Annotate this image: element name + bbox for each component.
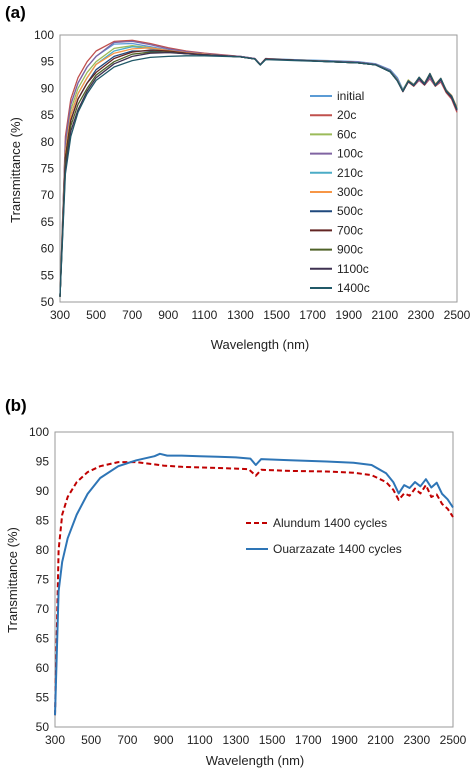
x-tick-label: 2500: [444, 308, 471, 322]
y-tick-label: 60: [36, 661, 50, 675]
y-tick-label: 80: [36, 543, 50, 557]
panel-label: (a): [5, 3, 26, 22]
legend-label: 210c: [337, 166, 363, 180]
y-tick-label: 80: [41, 135, 55, 149]
x-tick-label: 1100: [187, 733, 213, 747]
x-tick-label: 700: [122, 308, 142, 322]
y-tick-label: 50: [36, 720, 50, 734]
x-tick-label: 1500: [259, 733, 286, 747]
y-tick-label: 90: [41, 81, 55, 95]
x-tick-label: 2300: [403, 733, 430, 747]
panel-label: (b): [5, 396, 27, 415]
x-tick-label: 500: [86, 308, 106, 322]
series-line-alundum-1400-cycles: [54, 461, 454, 716]
x-tick-label: 1700: [295, 733, 322, 747]
series-line-ouarzazate-1400-cycles: [54, 452, 454, 716]
legend-label: 900c: [337, 243, 363, 257]
x-tick-label: 900: [154, 733, 174, 747]
y-axis-title: Transmittance (%): [5, 527, 20, 633]
series-line-210c: [59, 46, 458, 297]
legend-label: 1100c: [337, 262, 369, 276]
legend-label: 1400c: [337, 281, 370, 295]
plot-frame: [54, 431, 454, 728]
y-axis-title: Transmittance (%): [8, 117, 23, 223]
y-tick-label: 55: [36, 691, 50, 705]
series-line-500c: [59, 50, 458, 297]
legend-label: 500c: [337, 204, 363, 218]
y-tick-label: 85: [36, 514, 50, 528]
legend: initial 20c 60c 100c 210c 300c 500c 700c 900c 110…: [310, 89, 370, 295]
x-tick-label: 2100: [367, 733, 394, 747]
y-tick-label: 75: [36, 573, 50, 587]
y-tick-label: 55: [41, 268, 55, 282]
y-tick-label: 100: [29, 425, 49, 439]
legend-label: Ouarzazate 1400 cycles: [273, 542, 402, 556]
y-tick-label: 60: [41, 242, 55, 256]
x-tick-label: 1900: [331, 733, 358, 747]
legend: Alundum 1400 cycles Ouarzazate 1400 cycle…: [246, 516, 402, 556]
legend-label: 100c: [337, 147, 363, 161]
x-tick-label: 900: [158, 308, 178, 322]
x-tick-label: 300: [50, 308, 70, 322]
legend-label: Alundum 1400 cycles: [273, 516, 387, 530]
y-tick-label: 75: [41, 162, 55, 176]
x-tick-label: 1100: [191, 308, 217, 322]
x-tick-label: 2300: [408, 308, 435, 322]
y-tick-label: 90: [36, 484, 50, 498]
x-tick-label: 1700: [299, 308, 326, 322]
y-tick-label: 65: [36, 632, 50, 646]
series-line-1400c: [59, 55, 458, 297]
y-tick-label: 70: [36, 602, 50, 616]
series-line-1100c: [59, 51, 458, 297]
series-line-60c: [59, 45, 458, 297]
series-line-700c: [59, 49, 458, 297]
legend-label: initial: [337, 89, 364, 103]
y-tick-label: 100: [34, 28, 54, 42]
x-axis-title: Wavelength (nm): [211, 337, 310, 352]
y-tick-label: 70: [41, 188, 55, 202]
legend-label: 60c: [337, 127, 356, 141]
x-tick-label: 300: [45, 733, 65, 747]
x-tick-label: 500: [81, 733, 101, 747]
legend-label: 20c: [337, 108, 356, 122]
x-tick-label: 1500: [263, 308, 290, 322]
legend-label: 300c: [337, 185, 363, 199]
x-tick-label: 1900: [335, 308, 362, 322]
y-tick-label: 95: [41, 55, 55, 69]
x-tick-label: 700: [117, 733, 137, 747]
x-tick-label: 2500: [440, 733, 467, 747]
x-tick-label: 2100: [371, 308, 398, 322]
y-tick-label: 95: [36, 455, 50, 469]
legend-label: 700c: [337, 223, 363, 237]
y-tick-label: 85: [41, 108, 55, 122]
x-tick-label: 1300: [223, 733, 250, 747]
x-axis-title: Wavelength (nm): [206, 753, 305, 768]
panel-b: (b) 50 55 60 65 70 75 80 85 90 95 100 300 500 700 900 11…: [5, 396, 467, 768]
plot-frame: [59, 34, 458, 303]
y-tick-label: 50: [41, 295, 55, 309]
y-tick-label: 65: [41, 215, 55, 229]
series-line-900c: [59, 51, 458, 297]
panel-a: (a) 50 55 60 65 70 75 80 85 90 95 100 300 500 700 900 11…: [5, 3, 471, 352]
series-line-300c: [59, 47, 458, 297]
x-tick-label: 1300: [227, 308, 254, 322]
